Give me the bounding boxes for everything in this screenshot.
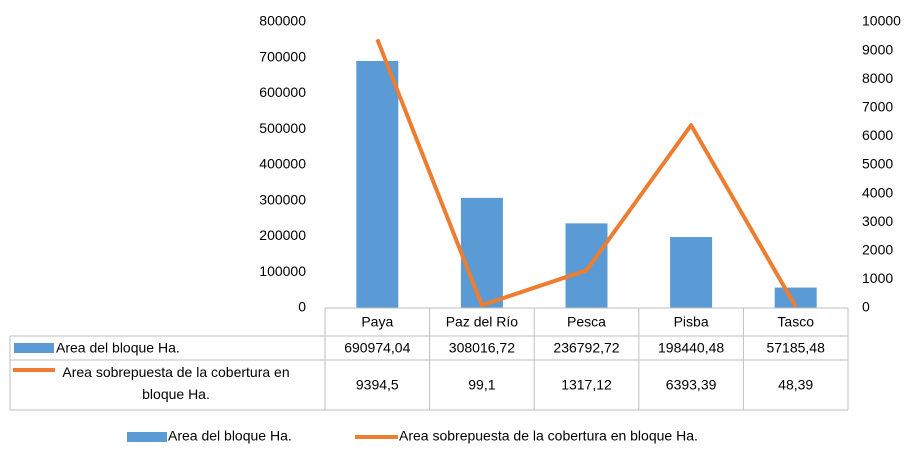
bar: [356, 60, 399, 309]
table-value: 99,1: [468, 377, 495, 393]
table-row-header: Area del bloque Ha.: [56, 340, 180, 356]
row-header-line: Area sobrepuesta de la cobertura en: [62, 364, 289, 380]
y2-tick-label: 4000: [862, 184, 893, 200]
y2-tick-label: 2000: [862, 242, 893, 258]
table-value: 690974,04: [344, 340, 410, 356]
y-tick-label: 100000: [259, 263, 306, 279]
y-tick-label: 800000: [259, 13, 306, 29]
legend-label: Area sobrepuesta de la cobertura en bloq…: [399, 428, 698, 444]
y2-tick-label: 10000: [862, 13, 901, 29]
y2-tick-label: 9000: [862, 41, 893, 57]
line: [375, 38, 798, 308]
legend-label: Area del bloque Ha.: [168, 428, 292, 444]
y2-tick-label: 7000: [862, 99, 893, 115]
y-tick-label: 0: [298, 299, 306, 315]
y-tick-label: 200000: [259, 227, 306, 243]
y-tick-label: 700000: [259, 48, 306, 64]
table-value: 57185,48: [766, 340, 825, 356]
data-table: [9, 307, 849, 411]
bar: [460, 197, 503, 308]
legend-key: [127, 432, 167, 442]
y2-tick-label: 5000: [862, 156, 893, 172]
bar: [774, 287, 817, 308]
y2-tick-label: 8000: [862, 70, 893, 86]
table-value: 198440,48: [658, 340, 724, 356]
row-header-line: bloque Ha.: [142, 386, 210, 402]
x-tick-label: Paz del Río: [446, 314, 519, 330]
table-value: 236792,72: [553, 340, 619, 356]
y2-tick-label: 6000: [862, 127, 893, 143]
bar: [670, 237, 713, 308]
table-row-header: Area sobrepuesta de la cobertura en bloqu…: [62, 364, 289, 402]
table-value: 308016,72: [449, 340, 515, 356]
y2-tick-label: 1000: [862, 270, 893, 286]
x-tick-label: Paya: [361, 314, 393, 330]
x-tick-label: Pesca: [567, 314, 606, 330]
table-value: 6393,39: [666, 377, 717, 393]
table-value: 9394,5: [356, 377, 399, 393]
table-value: 48,39: [778, 377, 813, 393]
bar: [565, 223, 608, 308]
y-tick-label: 400000: [259, 156, 306, 172]
y2-tick-label: 3000: [862, 213, 893, 229]
x-tick-label: Tasco: [777, 314, 814, 330]
table-value: 1317,12: [561, 377, 612, 393]
y-tick-label: 300000: [259, 191, 306, 207]
y-tick-label: 500000: [259, 120, 306, 136]
y-tick-label: 600000: [259, 84, 306, 100]
table-legend-key: [14, 343, 54, 353]
x-tick-label: Pisba: [674, 314, 709, 330]
y2-tick-label: 0: [862, 299, 870, 315]
